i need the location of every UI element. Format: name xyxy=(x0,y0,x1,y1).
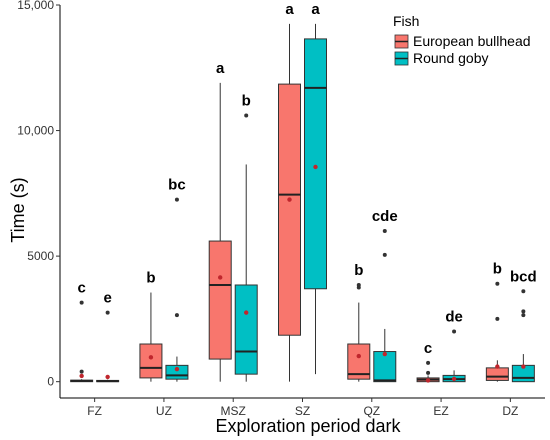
outlier-point xyxy=(174,197,179,202)
box-sz xyxy=(278,23,301,382)
box-iqr xyxy=(485,367,509,381)
mean-point xyxy=(287,197,292,202)
outlier-point xyxy=(521,289,526,294)
box-uz xyxy=(139,292,163,382)
significance-label: b xyxy=(146,270,155,287)
box-fz xyxy=(96,310,120,383)
legend-title: Fish xyxy=(393,13,419,29)
box-qz xyxy=(347,282,371,382)
significance-label: de xyxy=(445,308,463,325)
mean-point xyxy=(451,376,457,382)
significance-label: bcd xyxy=(510,268,537,285)
box-sz xyxy=(304,23,327,375)
box-iqr xyxy=(234,284,258,375)
outlier-point xyxy=(105,310,110,315)
plot-area xyxy=(70,23,535,383)
mean-point xyxy=(148,355,154,360)
outlier-point xyxy=(426,370,431,375)
axes: 0 5000 10,000 15,000 FZ UZ MSZ SZ QZ EZ DZ xyxy=(17,0,545,418)
box-msz xyxy=(208,82,232,382)
x-tick-label: FZ xyxy=(87,404,102,418)
significance-label: b xyxy=(242,92,251,109)
box-dz xyxy=(511,289,535,383)
outlier-point xyxy=(426,360,431,365)
box-iqr xyxy=(139,343,163,379)
x-tick-label: SZ xyxy=(295,404,310,418)
series-round-goby xyxy=(96,23,535,383)
significance-label: a xyxy=(311,1,320,18)
outlier-point xyxy=(521,313,526,318)
significance-label: c xyxy=(424,340,432,357)
box-iqr xyxy=(304,38,327,290)
box-dz xyxy=(485,281,509,382)
legend-item-round-goby: Round goby xyxy=(394,50,489,66)
outlier-point xyxy=(495,316,500,321)
box-msz xyxy=(234,113,258,382)
mean-point xyxy=(425,378,431,383)
x-tick-label: QZ xyxy=(363,404,380,418)
y-tick-label: 10,000 xyxy=(17,124,54,138)
y-axis-title: Time (s) xyxy=(8,177,28,242)
significance-label: cde xyxy=(372,208,398,225)
significance-label: b xyxy=(493,261,502,278)
outlier-point xyxy=(244,113,249,118)
significance-label: e xyxy=(103,290,111,307)
box-iqr xyxy=(278,83,301,336)
significance-label: b xyxy=(354,262,363,279)
outlier-point xyxy=(382,252,387,257)
x-tick-label: EZ xyxy=(433,404,448,418)
box-iqr xyxy=(208,240,232,360)
legend-label: European bullhead xyxy=(413,33,531,49)
x-tick-label: DZ xyxy=(502,404,518,418)
y-tick-label: 5000 xyxy=(27,249,54,263)
significance-label: bc xyxy=(168,177,186,194)
mean-point xyxy=(218,275,223,280)
mean-point xyxy=(382,351,387,357)
mean-point xyxy=(356,353,361,359)
mean-point xyxy=(495,364,500,369)
box-uz xyxy=(165,197,189,382)
mean-point xyxy=(521,364,526,369)
x-tick-label: UZ xyxy=(156,404,172,418)
y-tick-label: 0 xyxy=(47,375,54,389)
significance-label: c xyxy=(77,280,85,297)
box-ez xyxy=(416,360,440,383)
mean-point xyxy=(79,373,84,379)
outlier-point xyxy=(382,229,387,234)
mean-point xyxy=(105,374,110,380)
legend-item-european-bullhead: European bullhead xyxy=(394,33,531,49)
significance-label: a xyxy=(285,1,294,18)
legend-label: Round goby xyxy=(413,50,489,66)
mean-point xyxy=(174,366,180,372)
y-tick-label: 15,000 xyxy=(17,0,54,12)
outlier-point xyxy=(356,282,361,287)
outlier-point xyxy=(521,309,526,314)
series-european-bullhead xyxy=(70,23,509,383)
x-tick-label: MSZ xyxy=(221,404,246,418)
box-qz xyxy=(373,229,397,383)
outlier-point xyxy=(495,281,500,286)
box-fz xyxy=(70,300,94,383)
box-iqr xyxy=(373,351,397,383)
box-ez xyxy=(442,329,466,383)
significance-label: a xyxy=(216,60,225,77)
outlier-point xyxy=(452,329,457,334)
outlier-point xyxy=(79,300,84,305)
outlier-point xyxy=(174,313,179,318)
outlier-point xyxy=(79,369,84,374)
mean-point xyxy=(244,310,249,315)
mean-point xyxy=(313,164,318,170)
box-iqr xyxy=(347,343,371,380)
x-axis-title: Exploration period dark xyxy=(215,416,401,436)
